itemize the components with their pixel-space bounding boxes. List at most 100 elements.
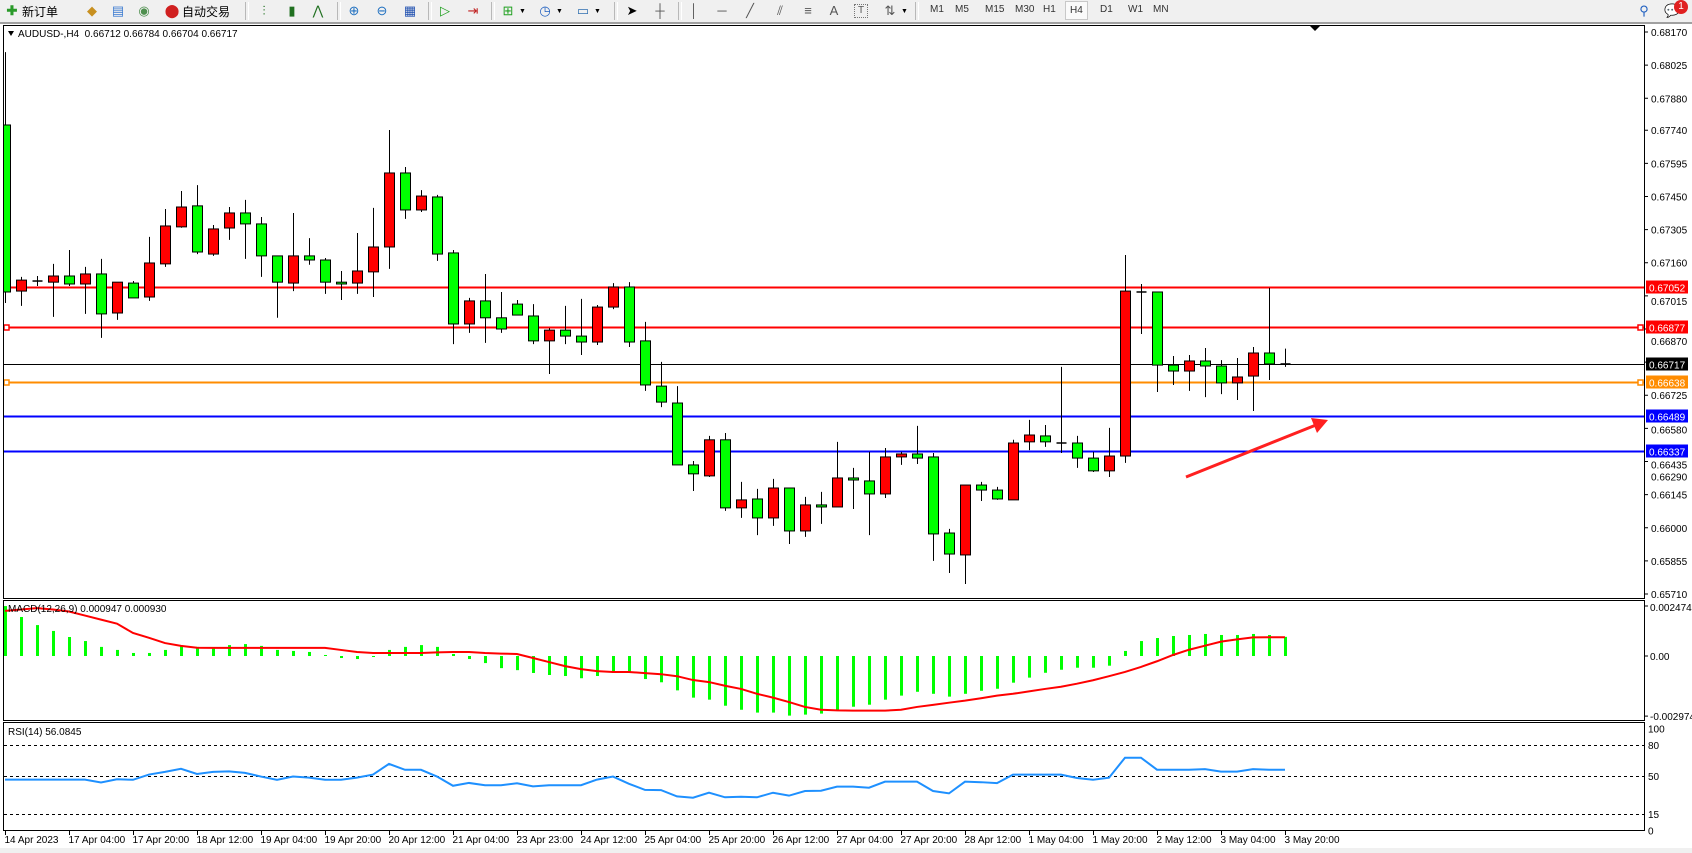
signals-button[interactable]: ◉ <box>136 2 152 20</box>
line-chart-button[interactable]: ⋀ <box>310 2 326 20</box>
new-order-button[interactable]: ✚ 新订单 <box>4 2 58 20</box>
candle[interactable] <box>1 52 11 303</box>
template-button[interactable]: ▭ ▼ <box>575 2 601 20</box>
zoom-in-button[interactable]: ⊕ <box>346 2 362 20</box>
candle[interactable] <box>976 481 987 502</box>
candle[interactable] <box>912 425 923 465</box>
candle[interactable] <box>512 299 523 316</box>
candle[interactable] <box>1024 419 1035 451</box>
candle[interactable] <box>224 207 235 240</box>
candle[interactable] <box>928 453 939 561</box>
timeframe-mn-button[interactable]: MN <box>1153 4 1169 15</box>
candle[interactable] <box>496 291 507 333</box>
horizontal-line-button[interactable]: ─ <box>714 2 730 20</box>
candle[interactable] <box>336 270 347 300</box>
candle[interactable] <box>1072 435 1083 468</box>
line-handle[interactable] <box>4 324 10 331</box>
candle[interactable] <box>384 130 395 269</box>
chart-menu-triangle-icon[interactable] <box>8 31 14 36</box>
candle[interactable] <box>464 297 475 333</box>
candle[interactable] <box>672 386 683 466</box>
zoom-out-button[interactable]: ⊖ <box>374 2 390 20</box>
line-handle[interactable] <box>1637 379 1644 386</box>
candle[interactable] <box>352 233 363 294</box>
candle[interactable] <box>688 461 699 491</box>
candle[interactable] <box>160 209 171 267</box>
candle[interactable] <box>656 361 667 408</box>
candle[interactable] <box>1216 360 1227 395</box>
candle[interactable] <box>1248 347 1259 412</box>
candle[interactable] <box>848 467 859 510</box>
timeframe-m1-button[interactable]: M1 <box>930 4 944 15</box>
candle[interactable] <box>1264 287 1275 380</box>
line-handle[interactable] <box>1637 324 1644 331</box>
timeframe-h4-button[interactable]: H4 <box>1065 1 1088 20</box>
candle[interactable] <box>992 486 1003 500</box>
candle[interactable] <box>960 484 971 584</box>
candle[interactable] <box>896 451 907 465</box>
candle[interactable] <box>144 236 155 301</box>
vertical-line-button[interactable]: │ <box>686 2 702 20</box>
chart-shift-button[interactable]: ⇥ <box>465 2 481 20</box>
fibo-button[interactable]: ≡ <box>800 2 816 20</box>
fibo-channel-button[interactable]: ⫽ <box>772 2 788 20</box>
candle[interactable] <box>624 282 635 348</box>
candle[interactable] <box>608 283 619 310</box>
candle[interactable] <box>720 432 731 511</box>
candle[interactable] <box>640 321 651 391</box>
timeframe-m15-button[interactable]: M15 <box>985 4 1005 15</box>
candle[interactable] <box>16 276 27 306</box>
candle[interactable] <box>1280 348 1291 367</box>
line-handle[interactable] <box>4 379 10 386</box>
candle[interactable] <box>1120 254 1131 463</box>
navigator-button[interactable]: ▤ <box>110 2 126 20</box>
candle[interactable] <box>784 487 795 544</box>
candle[interactable] <box>752 488 763 536</box>
timeframe-w1-button[interactable]: W1 <box>1128 4 1143 15</box>
timeframe-d1-button[interactable]: D1 <box>1100 4 1113 15</box>
candle[interactable] <box>240 199 251 259</box>
candle[interactable] <box>528 304 539 345</box>
trendline-button[interactable]: ╱ <box>742 2 758 20</box>
candle[interactable] <box>1232 358 1243 401</box>
candle[interactable] <box>736 481 747 518</box>
auto-trading-button[interactable]: ⬤ 自动交易 <box>164 2 230 20</box>
arrows-button[interactable]: ⇅ ▼ <box>882 2 908 20</box>
arrow-annotation[interactable] <box>1185 423 1317 479</box>
timeframe-m5-button[interactable]: M5 <box>955 4 969 15</box>
cursor-button[interactable]: ➤ <box>624 2 640 20</box>
candle[interactable] <box>1200 347 1211 398</box>
candle[interactable] <box>64 249 75 287</box>
candle[interactable] <box>832 441 843 508</box>
tile-windows-button[interactable]: ▦ <box>402 2 418 20</box>
candle[interactable] <box>272 255 283 318</box>
candle[interactable] <box>1088 451 1099 473</box>
candle[interactable] <box>448 249 459 345</box>
candle[interactable] <box>256 217 267 277</box>
candle[interactable] <box>304 238 315 265</box>
candle[interactable] <box>48 263 59 317</box>
timeframe-h1-button[interactable]: H1 <box>1043 4 1056 15</box>
candle[interactable] <box>368 207 379 298</box>
crosshair-button[interactable]: ┼ <box>652 2 668 20</box>
candle[interactable] <box>112 281 123 320</box>
candle[interactable] <box>1040 424 1051 447</box>
timeframe-m30-button[interactable]: M30 <box>1015 4 1035 15</box>
candle[interactable] <box>1152 291 1163 393</box>
new-chart-button[interactable]: ⊞ ▼ <box>500 2 526 20</box>
candle[interactable] <box>1184 355 1195 391</box>
candle[interactable] <box>576 298 587 356</box>
candle[interactable] <box>800 496 811 537</box>
metaeditor-button[interactable]: ◆ <box>84 2 100 20</box>
bar-chart-button[interactable]: ⫶ <box>256 2 272 20</box>
candle[interactable] <box>208 225 219 256</box>
autoscroll-button[interactable]: ▷ <box>437 2 453 20</box>
candle[interactable] <box>176 191 187 228</box>
candle[interactable] <box>416 190 427 213</box>
candle[interactable] <box>880 448 891 499</box>
candle[interactable] <box>1056 366 1067 454</box>
candle[interactable] <box>768 478 779 526</box>
candle[interactable] <box>432 194 443 261</box>
candle[interactable] <box>480 273 491 343</box>
